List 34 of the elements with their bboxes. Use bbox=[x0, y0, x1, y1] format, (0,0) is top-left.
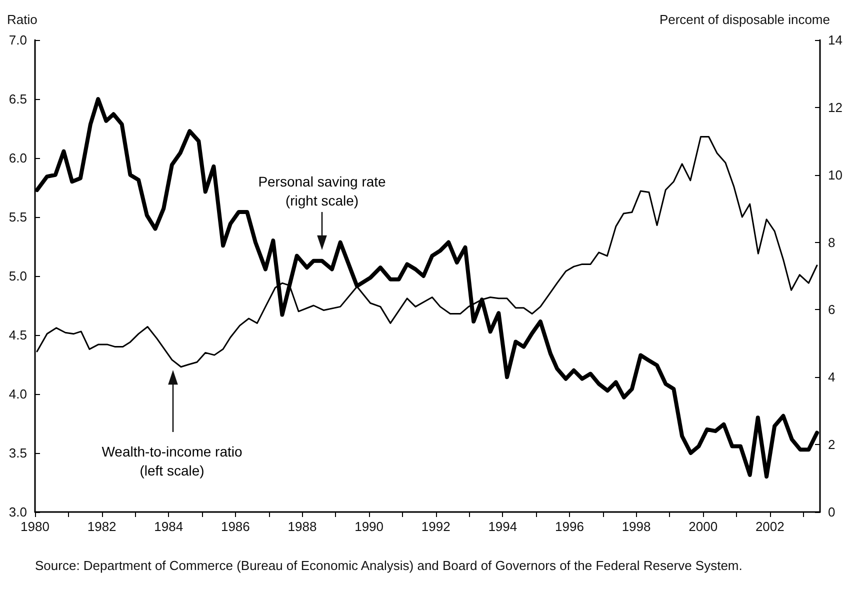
x-tick-label: 1990 bbox=[354, 519, 384, 534]
y2-tick-label: 8 bbox=[828, 234, 836, 250]
series-label: Personal saving rate (right scale) bbox=[258, 174, 386, 208]
y-tick-label: 6.0 bbox=[8, 150, 27, 166]
y-axis-title: Ratio bbox=[7, 12, 38, 27]
x-tick-label: 1986 bbox=[220, 519, 250, 534]
source-note: Source: Department of Commerce (Bureau of Economic Analysis) and Board of Governors of the Federal Reserve System. bbox=[35, 558, 742, 573]
y2-tick-label: 10 bbox=[828, 167, 842, 182]
y-tick-label: 5.5 bbox=[8, 210, 27, 224]
x-tick-label: 1994 bbox=[488, 519, 518, 534]
x-tick-label: 1984 bbox=[154, 519, 184, 534]
x-tick-label: 2002 bbox=[755, 519, 784, 534]
x-tick-label: 1998 bbox=[622, 519, 651, 534]
y2-tick-label: 0 bbox=[828, 504, 836, 520]
x-tick-label: 1982 bbox=[87, 519, 116, 534]
y-tick-label: 3.5 bbox=[8, 446, 27, 460]
x-tick-label: 1992 bbox=[421, 519, 450, 534]
y2-axis-title: Percent of disposable income bbox=[659, 12, 830, 27]
y-tick-label: 4.0 bbox=[8, 386, 27, 402]
y2-tick-label: 6 bbox=[828, 302, 836, 318]
y2-tick-label: 12 bbox=[828, 100, 842, 115]
y2-tick-label: 4 bbox=[828, 370, 836, 385]
x-tick-label: 1988 bbox=[288, 519, 317, 534]
y-tick-label: 3.0 bbox=[8, 504, 27, 520]
y2-tick-label: 14 bbox=[828, 32, 842, 48]
x-tick-label: 1980 bbox=[20, 519, 50, 534]
y2-tick-label: 2 bbox=[828, 437, 836, 452]
x-tick-label: 2000 bbox=[688, 519, 718, 534]
text: Wealth-to-income ratio (left scale) bbox=[102, 444, 242, 478]
x-tick-label: 1996 bbox=[555, 519, 584, 534]
y-tick-label: 5.0 bbox=[8, 268, 27, 284]
y-tick-label: 6.5 bbox=[8, 92, 27, 106]
y-tick-label: 4.5 bbox=[8, 328, 27, 342]
y-tick-label: 7.0 bbox=[8, 32, 27, 48]
